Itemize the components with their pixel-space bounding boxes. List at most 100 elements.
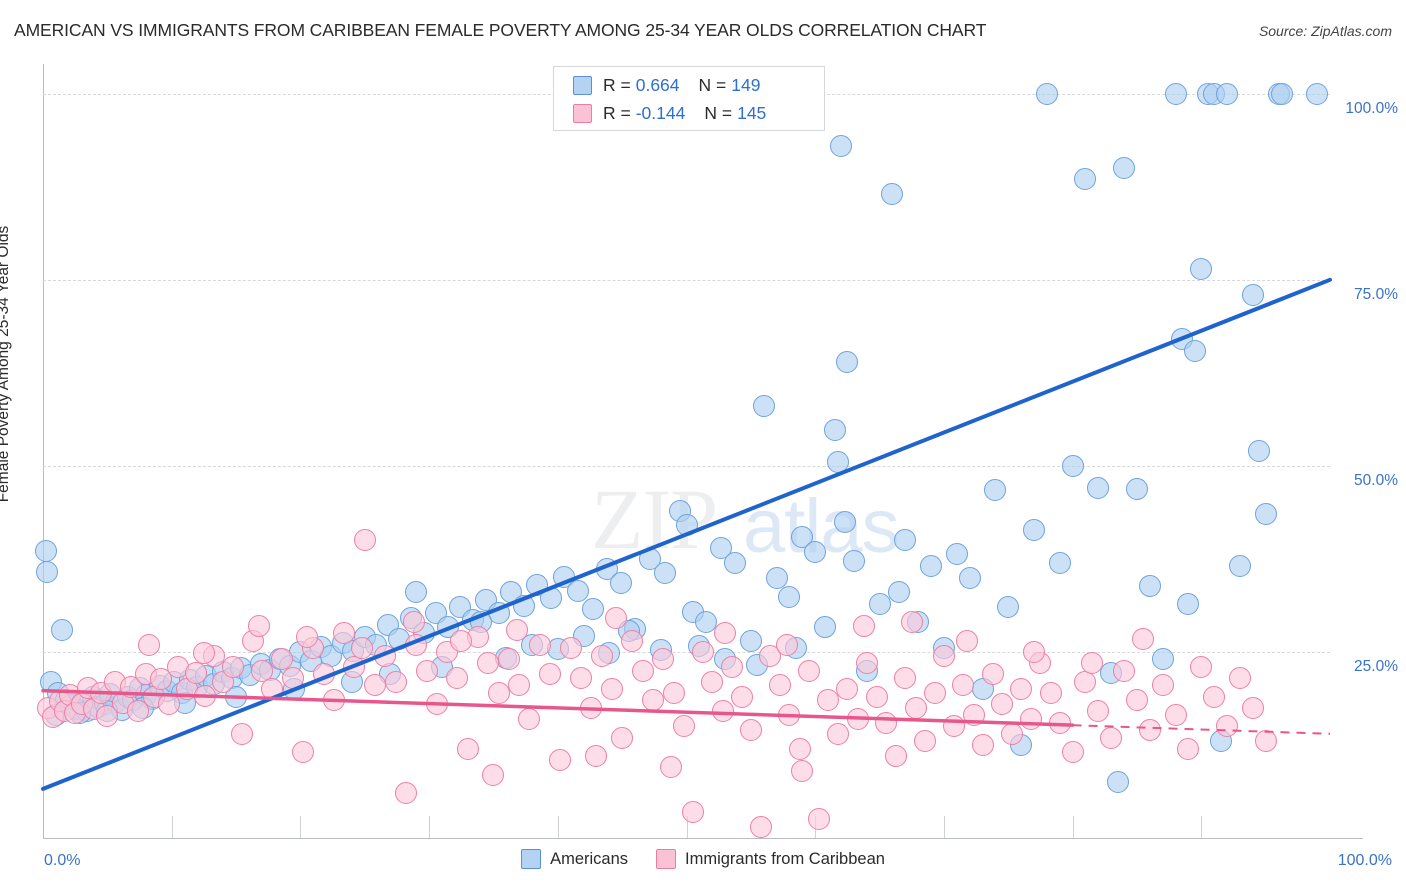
scatter-point — [1177, 737, 1200, 760]
scatter-point — [482, 763, 505, 786]
scatter-point — [590, 644, 613, 667]
scatter-point — [35, 560, 58, 583]
scatter-point — [1177, 592, 1200, 615]
americans-legend-swatch — [521, 849, 542, 869]
scatter-point — [1048, 551, 1071, 574]
scatter-point — [295, 626, 318, 649]
scatter-point — [581, 597, 604, 620]
scatter-point — [952, 674, 975, 697]
scatter-point — [1113, 659, 1136, 682]
scatter-point — [881, 183, 904, 206]
scatter-point — [997, 596, 1020, 619]
scatter-point — [692, 640, 715, 663]
americans-n-label: N = — [698, 74, 727, 95]
scatter-point — [1010, 678, 1033, 701]
scatter-point — [1216, 715, 1239, 738]
scatter-point — [540, 587, 563, 610]
scatter-point — [887, 581, 910, 604]
scatter-point — [1087, 477, 1110, 500]
scatter-point — [456, 737, 479, 760]
scatter-point — [405, 633, 428, 656]
correlation-stats-box: R = 0.664 N = 149 R = -0.144 N = 145 — [553, 66, 825, 131]
scatter-point — [1074, 168, 1097, 191]
scatter-point — [1254, 730, 1277, 753]
legend-item-immigrants[interactable]: Immigrants from Caribbean — [656, 849, 885, 869]
y-axis-title: Female Poverty Among 25-34 Year Olds — [0, 225, 12, 503]
scatter-point — [1125, 689, 1148, 712]
scatter-point — [971, 733, 994, 756]
americans-color-swatch — [573, 75, 592, 95]
scatter-point — [364, 674, 387, 697]
scatter-point — [351, 637, 374, 660]
immigrants-legend-label: Immigrants from Caribbean — [685, 849, 885, 868]
scatter-point — [653, 562, 676, 585]
x-tick-1 — [171, 816, 173, 838]
y-axis-label-75: 75.0% — [1354, 285, 1398, 303]
scatter-point — [158, 693, 181, 716]
scatter-point — [425, 693, 448, 716]
scatter-point — [353, 529, 376, 552]
scatter-point — [394, 782, 417, 805]
scatter-point — [956, 629, 979, 652]
legend-item-americans[interactable]: Americans — [521, 849, 628, 869]
x-tick-7 — [943, 816, 945, 838]
scatter-point — [981, 663, 1004, 686]
scatter-point — [185, 661, 208, 684]
scatter-point — [518, 707, 541, 730]
scatter-point — [231, 722, 254, 745]
immigrants-legend-swatch — [656, 849, 677, 869]
scatter-point — [962, 704, 985, 727]
x-axis-min-label: 0.0% — [44, 852, 81, 869]
scatter-point — [1022, 640, 1045, 663]
americans-legend-label: Americans — [550, 849, 629, 868]
scatter-point — [549, 748, 572, 771]
gridline-50 — [43, 465, 1330, 467]
immigrants-color-swatch — [573, 103, 592, 123]
scatter-point — [1001, 722, 1024, 745]
scatter-point — [528, 633, 551, 656]
americans-n-value: 149 — [731, 74, 761, 95]
scatter-point — [1248, 440, 1271, 462]
scatter-point — [750, 815, 773, 838]
series-legend: Americans Immigrants from Caribbean — [0, 849, 1406, 869]
scatter-point — [865, 685, 888, 708]
scatter-point — [945, 542, 968, 565]
scatter-point — [580, 696, 603, 719]
scatter-point — [261, 678, 284, 701]
scatter-point — [1074, 670, 1097, 693]
scatter-point — [1061, 741, 1084, 764]
x-axis-max-label: 100.0% — [1337, 852, 1392, 869]
scatter-point — [497, 648, 520, 671]
scatter-point — [778, 704, 801, 727]
scatter-point — [1216, 82, 1239, 105]
scatter-point — [539, 663, 562, 686]
scatter-point — [1100, 726, 1123, 749]
scatter-point — [1132, 627, 1155, 650]
stats-row-americans: R = 0.664 N = 149 — [554, 71, 824, 99]
scatter-point — [900, 611, 923, 634]
americans-r-label: R = — [603, 74, 631, 95]
scatter-point — [652, 648, 675, 671]
scatter-point — [769, 674, 792, 697]
scatter-point — [137, 633, 160, 656]
gridline-25 — [43, 651, 1330, 653]
x-axis-line — [43, 838, 1363, 839]
y-axis-label-100: 100.0% — [1345, 99, 1398, 117]
scatter-point — [609, 571, 632, 594]
source-attribution: Source: ZipAtlas.com — [1258, 23, 1392, 39]
scatter-point — [714, 622, 737, 645]
scatter-point — [248, 614, 271, 637]
y-axis-label-50: 50.0% — [1354, 471, 1398, 489]
scatter-point — [559, 637, 582, 660]
page-title: AMERICAN VS IMMIGRANTS FROM CARIBBEAN FE… — [14, 20, 987, 40]
americans-r-value: 0.664 — [635, 74, 680, 95]
scatter-point — [836, 350, 859, 373]
immigrants-r-label: R = — [603, 102, 631, 123]
scatter-point — [450, 629, 473, 652]
scatter-point — [1106, 771, 1129, 794]
scatter-point — [1048, 711, 1071, 734]
scatter-point — [675, 514, 698, 537]
scatter-point — [51, 618, 74, 641]
scatter-point — [827, 722, 850, 745]
